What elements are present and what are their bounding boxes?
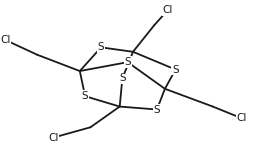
Text: S: S <box>98 42 104 52</box>
Text: Cl: Cl <box>0 35 11 45</box>
Text: S: S <box>119 73 126 83</box>
Text: S: S <box>154 104 160 115</box>
Text: Cl: Cl <box>48 133 59 143</box>
Text: S: S <box>82 91 88 101</box>
Text: Cl: Cl <box>162 5 173 15</box>
Text: S: S <box>124 57 131 67</box>
Text: Cl: Cl <box>237 113 247 123</box>
Text: S: S <box>172 65 179 75</box>
